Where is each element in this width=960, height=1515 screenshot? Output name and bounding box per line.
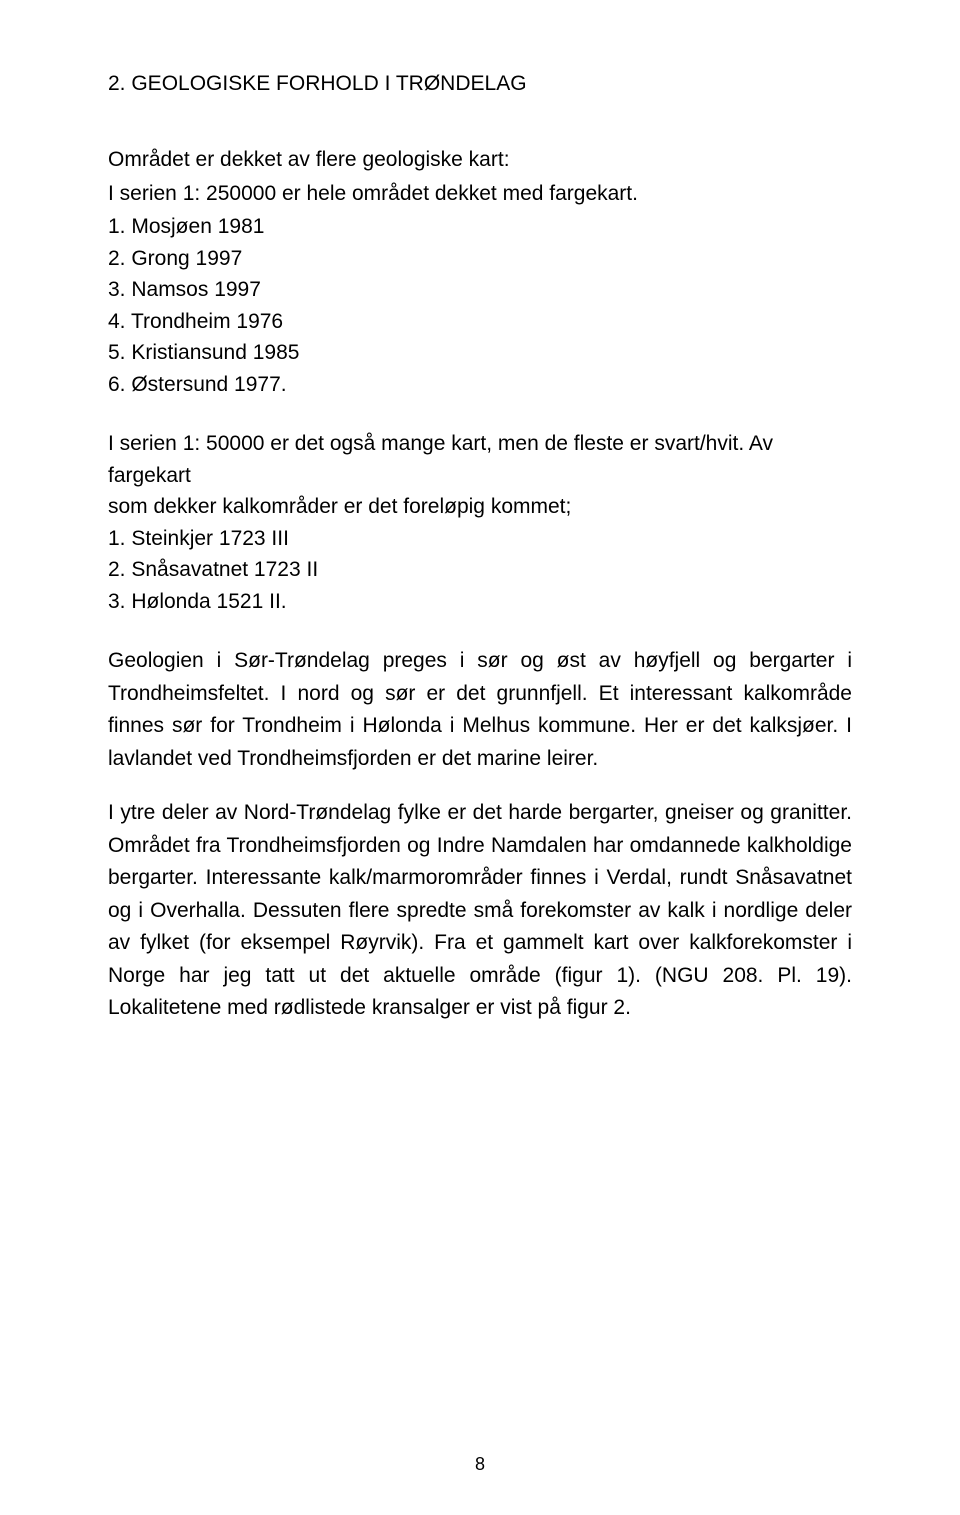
list-item: 2. Snåsavatnet 1723 II <box>108 554 852 586</box>
list-item: 6. Østersund 1977. <box>108 369 852 401</box>
list-item: 1. Mosjøen 1981 <box>108 211 852 243</box>
sublist-intro-line-1: I serien 1: 50000 er det også mange kart… <box>108 428 852 491</box>
page-number: 8 <box>0 1454 960 1475</box>
map-series-50k-list: 1. Steinkjer 1723 III 2. Snåsavatnet 172… <box>108 523 852 618</box>
intro-line-1: Området er dekket av flere geologiske ka… <box>108 144 852 176</box>
list-item: 5. Kristiansund 1985 <box>108 337 852 369</box>
list-item: 2. Grong 1997 <box>108 243 852 275</box>
list-item: 4. Trondheim 1976 <box>108 306 852 338</box>
list-item: 1. Steinkjer 1723 III <box>108 523 852 555</box>
body-paragraph-2: I ytre deler av Nord-Trøndelag fylke er … <box>108 797 852 1025</box>
map-series-250k-list: 1. Mosjøen 1981 2. Grong 1997 3. Namsos … <box>108 211 852 400</box>
section-title: 2. GEOLOGISKE FORHOLD I TRØNDELAG <box>108 72 852 96</box>
document-page: 2. GEOLOGISKE FORHOLD I TRØNDELAG Område… <box>0 0 960 1515</box>
body-paragraph-1: Geologien i Sør-Trøndelag preges i sør o… <box>108 645 852 775</box>
sublist-intro-line-2: som dekker kalkområder er det foreløpig … <box>108 491 852 523</box>
list-item: 3. Namsos 1997 <box>108 274 852 306</box>
list-item: 3. Hølonda 1521 II. <box>108 586 852 618</box>
intro-line-2: I serien 1: 250000 er hele området dekke… <box>108 178 852 210</box>
